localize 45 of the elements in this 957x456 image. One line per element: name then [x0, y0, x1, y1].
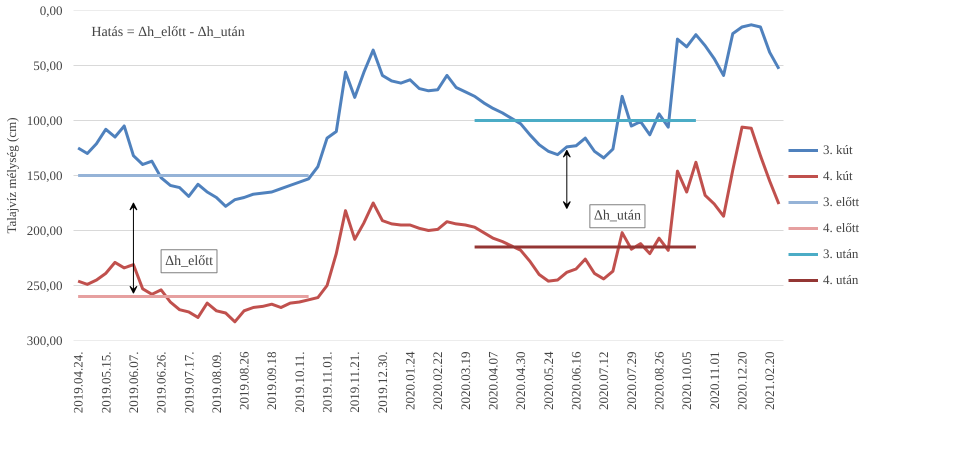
- x-tick-label: 2020.04.07: [486, 351, 501, 410]
- y-tick-label: 200,00: [26, 223, 62, 238]
- x-tick-label: 2020.07.29: [624, 352, 639, 410]
- line-series: [76, 23, 780, 208]
- x-tick-label: 2019.07.17.: [181, 352, 196, 414]
- x-tick-label: 2020.01.24: [402, 351, 418, 410]
- x-tick-label: 2019.04.24.: [70, 352, 86, 414]
- legend-label: 3. kút: [823, 142, 853, 158]
- x-tick-label: 2020.12.20: [734, 352, 750, 410]
- x-tick-label: 2021.02.20: [762, 352, 778, 410]
- x-tick-label: 2020.07.12: [596, 352, 612, 410]
- x-tick-label: 2019.12.30.: [374, 352, 390, 414]
- y-tick-label: 100,00: [26, 113, 62, 128]
- x-tick-label: 2019.08.26: [236, 351, 252, 410]
- legend-label: 4. előtt: [823, 220, 860, 236]
- y-axis-title: Talajvíz mélység (cm): [4, 117, 19, 234]
- x-tick-label: 2019.08.09.: [208, 352, 224, 414]
- y-tick-label: 150,00: [26, 168, 62, 183]
- y-tick-label: 0,00: [40, 3, 62, 18]
- x-tick-label: 2019.06.07.: [126, 352, 141, 414]
- x-tick-label: 2020.08.26: [652, 351, 667, 410]
- x-tick-label: 2019.10.11.: [292, 351, 307, 413]
- x-tick-label: 2019.11.21.: [347, 351, 362, 413]
- legend-label: 4. kút: [823, 168, 853, 184]
- x-tick-label: 2020.06.16: [568, 351, 584, 410]
- legend-label: 4. után: [823, 272, 858, 288]
- y-tick-label: 50,00: [33, 58, 62, 73]
- x-tick-label: 2019.09.18: [264, 352, 280, 410]
- x-tick-label: 2020.04.30: [513, 352, 528, 410]
- x-tick-label: 2020.05.24: [540, 351, 556, 410]
- y-tick-label: 250,00: [26, 278, 62, 293]
- legend-label: 3. előtt: [823, 194, 860, 210]
- x-tick-label: 2020.03.19: [458, 352, 473, 410]
- legend-label: 3. után: [823, 246, 858, 262]
- x-tick-label: 2020.11.01: [706, 351, 722, 410]
- annotation: Δh_előtt: [165, 254, 214, 269]
- x-tick-label: 2019.11.01.: [320, 351, 335, 413]
- x-tick-label: 2019.05.15.: [98, 352, 114, 414]
- annotation: Hatás = Δh_előtt - Δh_után: [91, 25, 245, 40]
- line-series: [76, 126, 780, 324]
- y-tick-label: 300,00: [26, 333, 62, 348]
- x-tick-label: 2020.02.22: [430, 352, 446, 410]
- x-tick-label: 2020.10.05: [679, 352, 694, 410]
- annotation: Δh_után: [594, 208, 641, 224]
- x-tick-label: 2019.06.26.: [154, 352, 169, 414]
